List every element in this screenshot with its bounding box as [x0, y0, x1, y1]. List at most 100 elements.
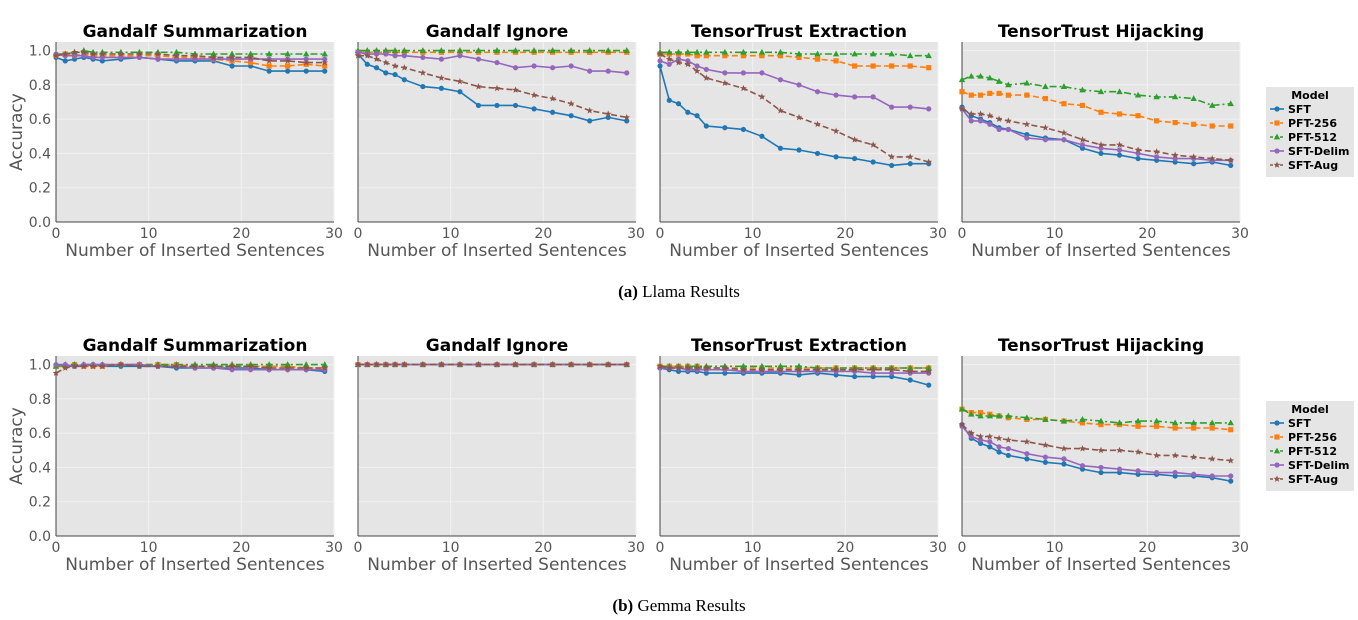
data-point — [1228, 478, 1234, 484]
data-point — [1097, 417, 1105, 424]
data-point — [675, 364, 682, 371]
data-point — [1154, 118, 1160, 124]
data-point — [1209, 123, 1215, 129]
y-tick-label: 0.6 — [29, 426, 51, 442]
data-point — [703, 53, 709, 59]
panel-title: Gandalf Summarization — [83, 336, 308, 356]
legend-label: PFT-256 — [1288, 431, 1337, 444]
data-point — [71, 53, 78, 59]
series-pft-512 — [958, 405, 1234, 426]
data-point — [228, 53, 236, 61]
y-tick-label: 0.8 — [29, 392, 51, 408]
data-point — [1172, 469, 1178, 476]
data-point — [1042, 137, 1048, 143]
data-point — [996, 90, 1002, 97]
data-point — [303, 50, 310, 57]
data-point — [675, 58, 682, 66]
data-point — [758, 362, 766, 369]
data-point — [364, 47, 371, 53]
data-point — [567, 47, 575, 53]
data-point — [1135, 113, 1141, 119]
data-point — [265, 361, 273, 367]
data-point — [437, 360, 445, 368]
data-point — [968, 410, 975, 417]
data-point — [1098, 109, 1104, 115]
data-point — [685, 109, 691, 115]
data-point — [568, 113, 574, 119]
data-point — [693, 48, 701, 55]
data-point — [968, 118, 974, 124]
data-point — [1042, 416, 1049, 422]
x-axis-label: Number of Inserted Sentences — [669, 241, 929, 261]
data-point — [1191, 425, 1197, 431]
data-point — [475, 82, 482, 90]
data-point — [684, 48, 691, 55]
data-point — [870, 370, 876, 376]
data-point — [958, 105, 966, 112]
series-line — [961, 90, 1231, 127]
data-point — [666, 97, 672, 103]
legend-marker — [1274, 420, 1280, 426]
data-point — [777, 106, 784, 114]
data-point — [118, 54, 124, 61]
data-point — [694, 63, 700, 69]
y-tick-label: 1.0 — [29, 44, 51, 60]
data-point — [373, 65, 380, 71]
data-point — [796, 54, 802, 61]
data-point — [925, 367, 933, 375]
data-point — [777, 366, 784, 373]
data-point — [191, 362, 199, 370]
panel-background — [358, 42, 636, 222]
x-axis-label: Number of Inserted Sentences — [367, 241, 627, 261]
panel-background — [56, 42, 334, 222]
caption-row-a: (a) Llama Results — [618, 282, 740, 301]
data-point — [228, 362, 236, 370]
data-point — [1154, 154, 1160, 160]
data-point — [869, 366, 877, 373]
data-point — [977, 118, 984, 124]
data-point — [832, 127, 840, 135]
data-point — [284, 57, 292, 64]
data-point — [1227, 100, 1234, 107]
data-point — [265, 50, 273, 57]
data-point — [1228, 427, 1234, 433]
data-point — [996, 449, 1002, 455]
data-point — [228, 50, 236, 57]
series-sft-aug — [52, 48, 329, 66]
data-point — [986, 74, 993, 81]
data-point — [996, 444, 1002, 450]
data-point — [926, 106, 932, 112]
data-point — [364, 61, 370, 67]
data-point — [354, 52, 362, 59]
data-point — [759, 133, 765, 139]
data-point — [321, 361, 328, 367]
x-tick-label: 20 — [232, 540, 250, 556]
data-point — [1227, 156, 1235, 164]
data-point — [1191, 471, 1197, 477]
data-point — [373, 47, 380, 53]
data-point — [604, 360, 612, 368]
data-point — [1079, 86, 1086, 93]
legend-marker — [1274, 120, 1280, 126]
chart-panel: Gandalf Summarization 0 10 20 30 0.0 0.2 0.4 0.6… — [7, 336, 343, 575]
data-point — [684, 60, 692, 68]
data-point — [987, 90, 993, 97]
plots: Gandalf Summarization 0 10 20 30 0.0 0.2 0.4 0.6… — [7, 22, 1249, 575]
data-point — [722, 53, 728, 59]
data-point — [796, 82, 802, 88]
data-point — [98, 50, 106, 57]
data-point — [1023, 414, 1031, 421]
legend-marker — [1273, 447, 1281, 454]
data-point — [373, 55, 380, 63]
x-tick-label: 20 — [1138, 540, 1156, 556]
legend-title: Model — [1291, 89, 1329, 102]
data-point — [870, 63, 876, 69]
caption-a-text: Llama Results — [642, 282, 740, 301]
panel-background — [56, 356, 334, 536]
data-point — [777, 145, 784, 151]
data-point — [1005, 445, 1011, 452]
data-point — [758, 366, 766, 373]
